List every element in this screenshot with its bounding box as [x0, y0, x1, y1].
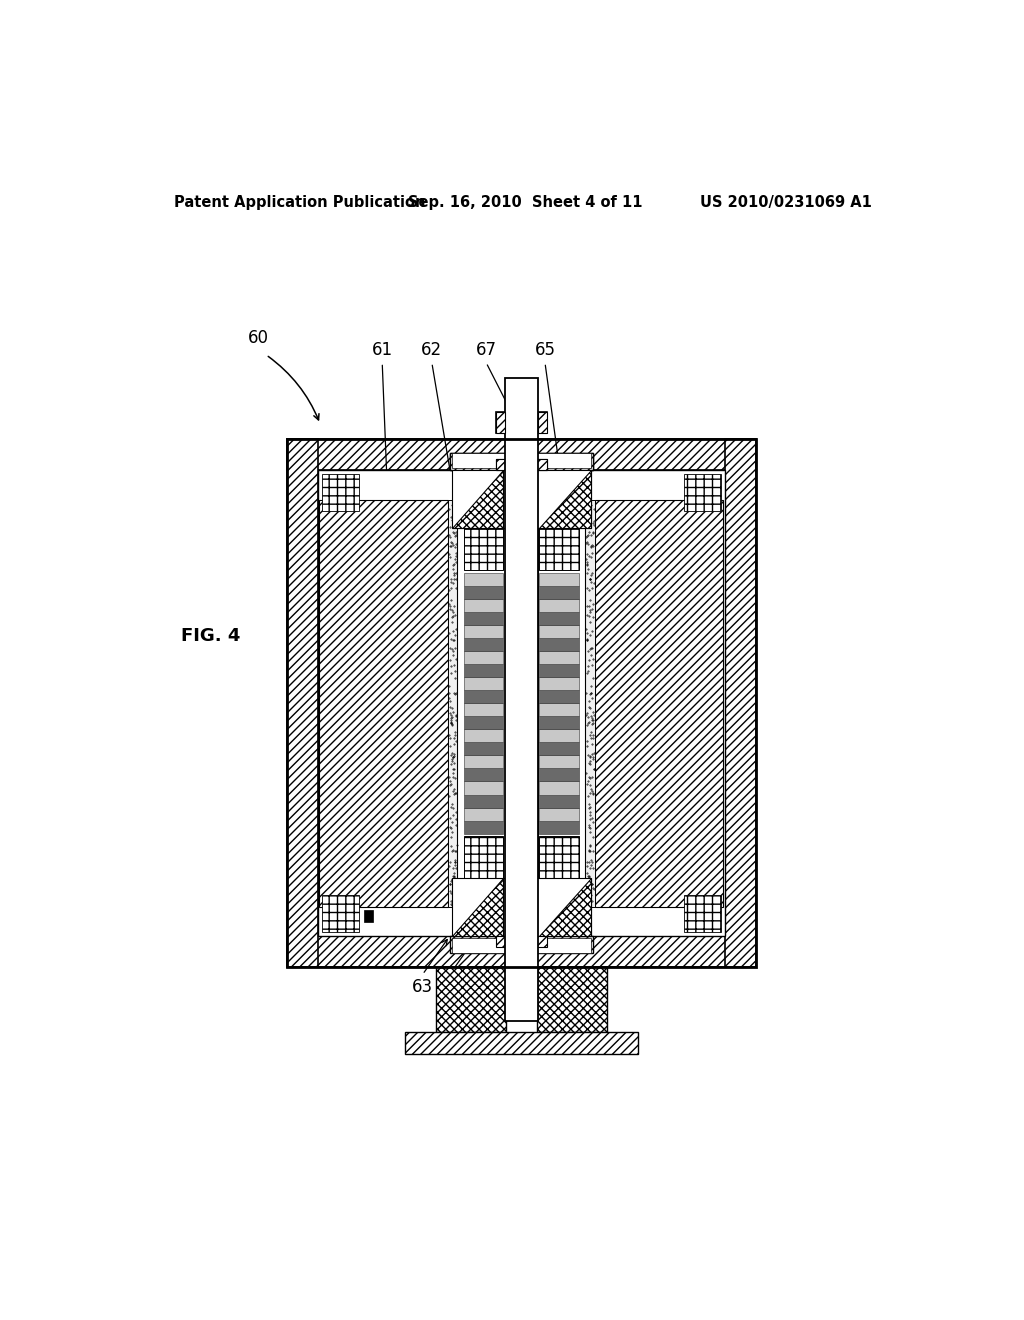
Bar [452, 939, 591, 953]
Bar [464, 808, 504, 821]
Bar [458, 499, 505, 907]
Bar [450, 453, 593, 470]
Bar [464, 586, 504, 599]
Bar [464, 690, 504, 704]
Bar [540, 690, 579, 704]
Bar [538, 499, 586, 907]
Polygon shape [452, 878, 504, 936]
Bar [464, 611, 504, 624]
Bar [496, 936, 547, 946]
Bar [540, 781, 579, 795]
Bar [464, 742, 504, 755]
Bar [464, 768, 504, 781]
Text: Sep. 16, 2010  Sheet 4 of 11: Sep. 16, 2010 Sheet 4 of 11 [408, 195, 642, 210]
Text: 67: 67 [475, 341, 497, 359]
Bar [540, 624, 579, 638]
Bar [540, 664, 579, 677]
Bar [287, 936, 756, 966]
Bar [725, 440, 756, 966]
Bar [464, 781, 504, 795]
Text: 63: 63 [412, 978, 433, 997]
Bar [496, 459, 547, 470]
Bar [496, 412, 505, 433]
Bar [287, 440, 756, 966]
Bar [464, 651, 504, 664]
Text: 66: 66 [505, 978, 526, 997]
Bar [540, 742, 579, 755]
Bar [540, 717, 579, 729]
Bar [540, 836, 579, 898]
Bar [464, 624, 504, 638]
Bar [538, 412, 547, 433]
Bar [406, 1032, 638, 1053]
Bar [322, 895, 359, 932]
Bar [595, 499, 723, 907]
Bar [540, 729, 579, 742]
Polygon shape [540, 878, 591, 936]
Bar [464, 508, 504, 570]
Bar [684, 895, 721, 932]
Bar [464, 717, 504, 729]
Bar [464, 704, 504, 717]
Bar [537, 966, 606, 1032]
Bar [540, 768, 579, 781]
Bar [540, 573, 579, 586]
Bar [319, 499, 449, 907]
Bar [365, 909, 373, 923]
Text: 65: 65 [535, 341, 555, 359]
Bar [452, 878, 591, 936]
Bar [540, 638, 579, 651]
Text: FIG. 4: FIG. 4 [180, 627, 240, 644]
Bar [449, 499, 458, 907]
Bar [452, 470, 591, 528]
Bar [540, 808, 579, 821]
Bar [540, 755, 579, 768]
Text: US 2010/0231069 A1: US 2010/0231069 A1 [700, 195, 872, 210]
Text: 62: 62 [421, 341, 442, 359]
Text: 60: 60 [248, 329, 268, 347]
Bar [540, 704, 579, 717]
Bar [450, 453, 593, 470]
Bar [540, 599, 579, 611]
Bar [464, 836, 504, 898]
Bar [684, 474, 721, 511]
Bar [540, 795, 579, 808]
Bar [452, 453, 591, 469]
Bar [464, 755, 504, 768]
Polygon shape [452, 470, 504, 528]
Bar [540, 651, 579, 664]
Polygon shape [540, 470, 591, 528]
Bar [464, 821, 504, 834]
Bar [505, 378, 538, 1020]
Bar [540, 677, 579, 690]
Bar [496, 459, 547, 470]
Text: 61: 61 [372, 341, 393, 359]
Text: Patent Application Publication: Patent Application Publication [174, 195, 426, 210]
Bar [450, 936, 593, 953]
Bar [436, 966, 506, 1032]
Bar [464, 729, 504, 742]
Text: 64: 64 [439, 978, 460, 997]
Bar [322, 474, 359, 511]
Bar [586, 499, 595, 907]
Bar [540, 611, 579, 624]
Bar [464, 677, 504, 690]
Bar [540, 586, 579, 599]
Bar [317, 470, 725, 936]
Bar [540, 821, 579, 834]
Bar [287, 440, 756, 470]
Bar [464, 599, 504, 611]
Bar [464, 664, 504, 677]
Bar [540, 508, 579, 570]
Bar [464, 638, 504, 651]
Bar [464, 795, 504, 808]
Bar [464, 573, 504, 586]
Bar [287, 440, 317, 966]
Bar [496, 412, 547, 433]
